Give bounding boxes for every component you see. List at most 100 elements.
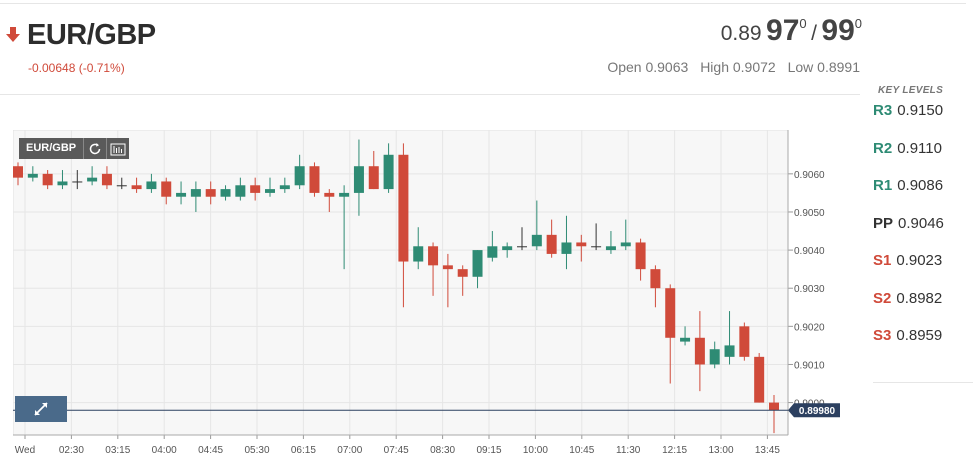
key-level-r2: R2 0.9110 [873, 140, 942, 157]
candle-body [739, 326, 750, 357]
key-levels-divider [873, 382, 973, 383]
key-level-value: 0.9086 [897, 177, 944, 194]
candle-body [235, 185, 246, 197]
candle-body [413, 246, 424, 262]
current-price-label: 0.89980 [799, 406, 836, 417]
candle-body [72, 181, 83, 183]
key-level-name: S2 [873, 289, 892, 307]
candle-body [116, 185, 127, 187]
candle-body [279, 185, 290, 190]
x-tick-label: 06:15 [291, 445, 316, 456]
y-tick-label: 0.9010 [794, 360, 825, 371]
candle-body [383, 154, 394, 190]
key-level-value: 0.8959 [896, 327, 943, 344]
candle-body [101, 173, 112, 186]
quote-separator: / [811, 22, 817, 45]
x-tick-label: 13:45 [755, 445, 780, 456]
candle-body [620, 242, 631, 247]
candle-body [13, 166, 23, 178]
toolbar-symbol[interactable]: EUR/GBP [19, 138, 84, 159]
open-high-low: Open 0.9063 High 0.9072 Low 0.8991 [599, 59, 860, 75]
bid-big: 97 [766, 14, 800, 47]
x-tick-label: 05:30 [244, 445, 269, 456]
key-level-name: R1 [873, 177, 893, 194]
key-level-pp: PP 0.9046 [873, 215, 944, 232]
y-tick-label: 0.9040 [794, 246, 825, 257]
x-tick-label: 12:15 [662, 445, 687, 456]
key-levels-title: KEY LEVELS [878, 85, 944, 96]
y-tick-label: 0.9060 [794, 170, 825, 181]
key-level-value: 0.9150 [897, 102, 944, 119]
bid-prefix: 0.89 [720, 22, 762, 45]
open-value: 0.9063 [645, 59, 689, 75]
candle-body [428, 246, 439, 266]
key-level-name: S1 [873, 252, 892, 269]
candle-body [368, 166, 379, 190]
candle-body [457, 269, 468, 277]
candle-body [146, 181, 157, 190]
candle-body [665, 288, 676, 338]
candle-type-button[interactable] [106, 138, 130, 159]
bid-ask-quote: 0.89 970 / 990 [721, 14, 862, 48]
candle-body [561, 242, 572, 254]
candle-body [265, 189, 275, 193]
x-tick-label: 08:30 [430, 445, 455, 456]
key-level-s1: S1 0.9023 [873, 252, 942, 269]
candle-body [650, 269, 661, 289]
chart-toolbar: EUR/GBP [19, 138, 130, 159]
candle-body [769, 402, 779, 411]
bid-sup: 0 [799, 16, 807, 31]
candle-body [724, 345, 735, 357]
ask-big: 99 [821, 14, 855, 47]
candle-body [27, 173, 38, 178]
candle-body [442, 265, 453, 270]
x-tick-label: 10:00 [523, 445, 548, 456]
candle-body [190, 189, 201, 197]
x-tick-label: 04:45 [198, 445, 223, 456]
candle-body [517, 246, 527, 248]
high-label: High [700, 59, 729, 75]
price-chart[interactable]: 0.90600.90500.90400.90300.90200.90100.90… [13, 130, 840, 458]
x-tick-label: 07:45 [384, 445, 409, 456]
x-tick-label: 03:15 [105, 445, 130, 456]
pair-title: EUR/GBP [27, 19, 156, 51]
low-label: Low [787, 59, 814, 75]
candle-body [176, 192, 187, 197]
candle-body [205, 189, 216, 197]
candle-body [472, 250, 483, 277]
candle-body [42, 173, 53, 186]
candle-body [576, 242, 587, 247]
x-tick-label: 09:15 [476, 445, 501, 456]
key-level-r3: R3 0.9150 [873, 102, 943, 119]
candle-body [502, 246, 513, 251]
key-level-r1: R1 0.9086 [873, 177, 943, 194]
candle-body [309, 166, 320, 193]
expand-button[interactable] [15, 396, 67, 422]
expand-icon [34, 402, 48, 416]
candle-body [250, 185, 261, 193]
candle-body [531, 234, 542, 247]
candle-body [398, 154, 409, 262]
key-level-name: R3 [873, 102, 893, 119]
key-level-name: S3 [873, 327, 892, 344]
candle-body [591, 246, 602, 248]
candle-body [605, 246, 616, 251]
header-divider [0, 94, 860, 95]
arrow-down-icon [6, 27, 20, 42]
high-value: 0.9072 [732, 59, 776, 75]
candle-body [546, 234, 557, 254]
candle-body [57, 181, 68, 186]
key-level-value: 0.9110 [897, 139, 942, 157]
candlestick-icon [110, 143, 126, 155]
key-level-value: 0.9046 [898, 214, 944, 232]
candle-body [87, 177, 98, 182]
refresh-button[interactable] [83, 138, 107, 159]
candle-body [754, 356, 765, 403]
x-tick-label: 10:45 [569, 445, 594, 456]
key-level-value: 0.9023 [896, 252, 943, 269]
low-value: 0.8991 [817, 59, 860, 75]
candle-body [635, 242, 646, 270]
current-price-badge [788, 403, 840, 418]
x-tick-label: 02:30 [59, 445, 84, 456]
price-change: -0.00648 (-0.71%) [28, 61, 125, 75]
